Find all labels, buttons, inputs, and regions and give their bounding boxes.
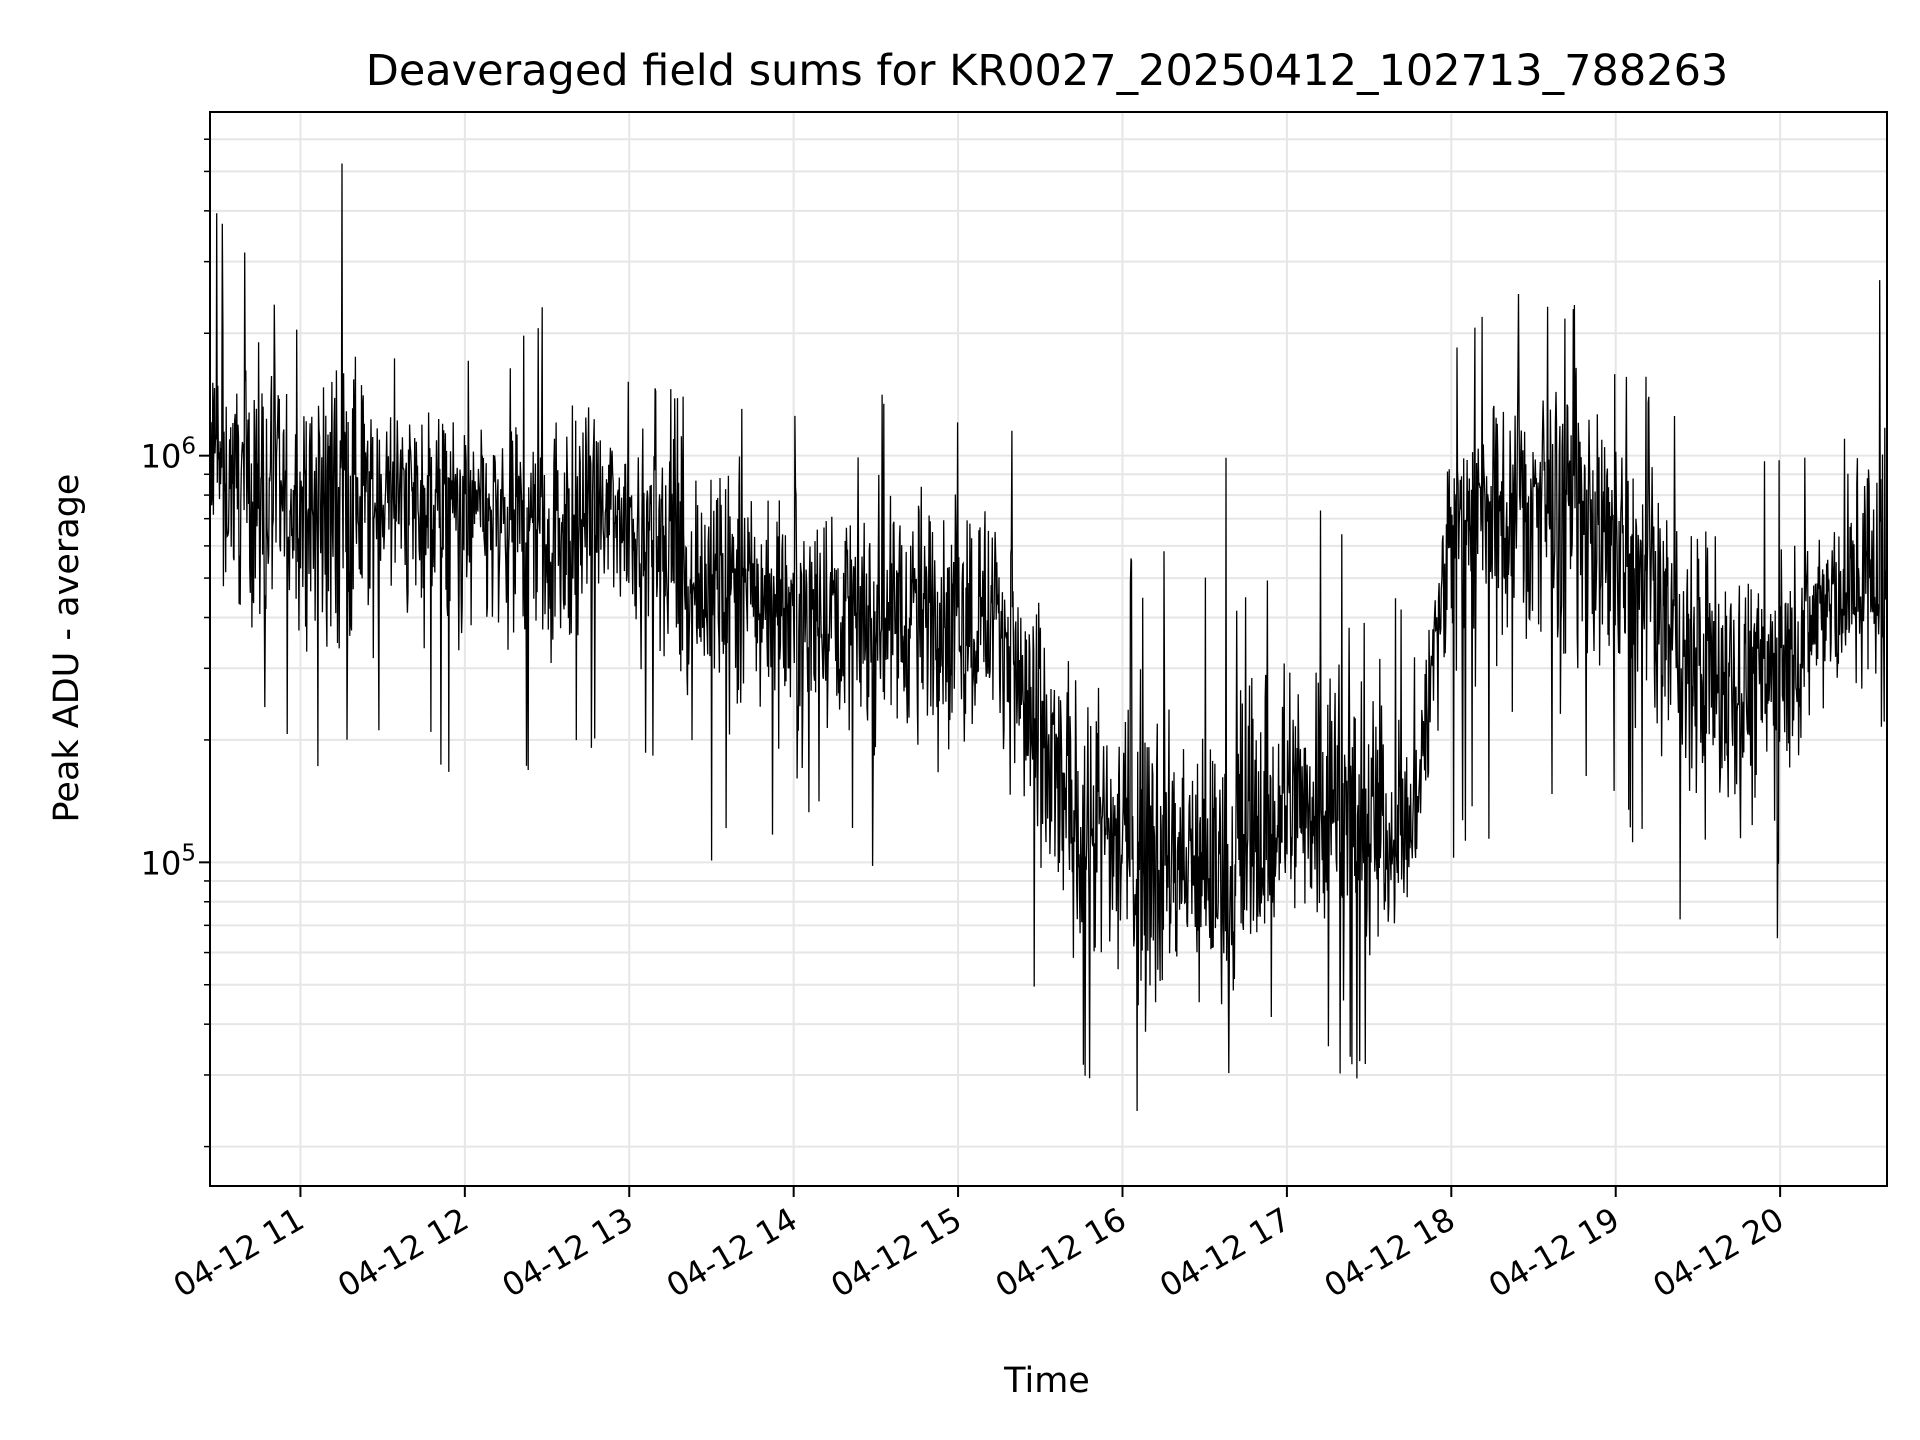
x-axis-label: Time — [1003, 1361, 1090, 1401]
series-line — [209, 163, 1888, 1112]
chart-title: Deaveraged field sums for KR0027_2025041… — [366, 46, 1729, 96]
y-axis-ticks: 105 106 — [141, 138, 210, 1148]
plot-frame — [209, 111, 1888, 1187]
y-tick-label: 105 — [141, 840, 196, 882]
y-tick-label: 106 — [141, 434, 196, 476]
y-axis-label: Peak ADU - average — [47, 474, 87, 823]
plot-series — [209, 163, 1888, 1112]
